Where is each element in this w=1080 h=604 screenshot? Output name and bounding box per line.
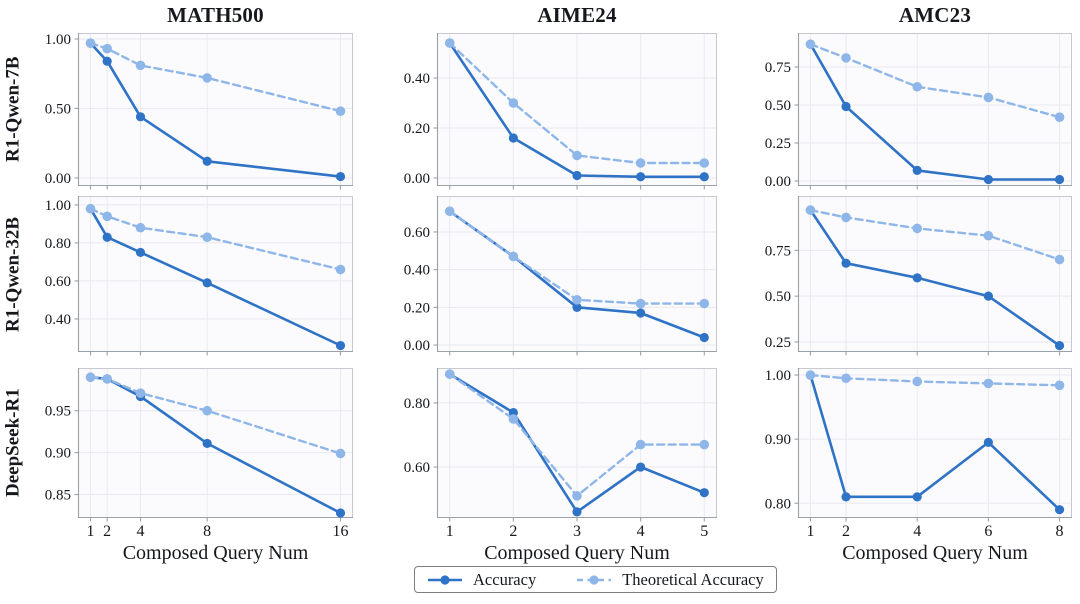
svg-text:0.40: 0.40 (404, 263, 430, 279)
svg-text:2: 2 (842, 523, 850, 540)
chart-deepseek-r1-amc23: 1 2 4 6 8 0.80 0.90 1.00 (765, 368, 1072, 540)
svg-text:0.40: 0.40 (404, 71, 430, 87)
svg-text:0.80: 0.80 (765, 496, 791, 512)
legend-item-theoretical-accuracy: Theoretical Accuracy (576, 570, 764, 590)
svg-text:0.20: 0.20 (404, 121, 430, 137)
x-axis-label-col3: Composed Query Num (842, 542, 1028, 564)
svg-text:4: 4 (637, 523, 645, 540)
column-title-amc23: AMC23 (898, 3, 972, 27)
svg-text:0.00: 0.00 (404, 171, 430, 187)
svg-text:16: 16 (333, 523, 349, 540)
svg-text:0.80: 0.80 (45, 236, 71, 252)
svg-text:0.20: 0.20 (404, 300, 430, 316)
svg-text:0.00: 0.00 (45, 171, 71, 187)
svg-text:4: 4 (913, 523, 921, 540)
svg-text:0.60: 0.60 (404, 460, 430, 476)
svg-text:8: 8 (1056, 523, 1064, 540)
svg-text:0.00: 0.00 (765, 174, 791, 190)
svg-text:0.85: 0.85 (45, 488, 71, 504)
row-label-r1-qwen-7b: R1-Qwen-7B (2, 56, 24, 163)
chart-r1-qwen-32b-aime24: 0.00 0.20 0.40 0.60 (404, 196, 717, 356)
svg-text:0.60: 0.60 (404, 225, 430, 241)
svg-text:0.40: 0.40 (45, 312, 71, 328)
chart-r1-qwen-32b-math500: 0.40 0.60 0.80 1.00 (45, 196, 353, 356)
svg-text:0.75: 0.75 (765, 60, 791, 76)
svg-text:0.90: 0.90 (765, 432, 791, 448)
svg-text:4: 4 (137, 523, 145, 540)
column-title-math500: MATH500 (167, 3, 264, 27)
chart-r1-qwen-7b-amc23: 0.00 0.25 0.50 0.75 (765, 33, 1072, 190)
chart-r1-qwen-7b-math500: 0.00 0.50 1.00 (45, 32, 353, 190)
chart-deepseek-r1-aime24: 1 2 3 4 5 0.60 0.80 (404, 368, 717, 540)
svg-text:1.00: 1.00 (765, 368, 791, 384)
legend-item-accuracy: Accuracy (427, 570, 536, 590)
row-label-deepseek-r1: DeepSeek-R1 (2, 388, 24, 498)
accuracy-line-icon (427, 573, 463, 587)
x-axis-label-col2: Composed Query Num (484, 542, 670, 564)
svg-text:5: 5 (700, 523, 708, 540)
svg-text:0.60: 0.60 (45, 274, 71, 290)
svg-text:0.50: 0.50 (765, 98, 791, 114)
svg-text:0.50: 0.50 (765, 289, 791, 305)
legend: Accuracy Theoretical Accuracy (414, 566, 777, 593)
chart-r1-qwen-7b-aime24: 0.00 0.20 0.40 (404, 33, 717, 190)
svg-text:0.75: 0.75 (765, 243, 791, 259)
svg-text:0.25: 0.25 (765, 335, 791, 351)
chart-r1-qwen-32b-amc23: 0.25 0.50 0.75 (765, 196, 1072, 356)
svg-text:3: 3 (573, 523, 581, 540)
svg-text:2: 2 (103, 523, 111, 540)
svg-text:1: 1 (87, 523, 95, 540)
svg-text:0.90: 0.90 (45, 446, 71, 462)
svg-text:0.50: 0.50 (45, 101, 71, 117)
legend-theoretical-accuracy-label: Theoretical Accuracy (622, 569, 764, 589)
theoretical-accuracy-line-icon (576, 573, 612, 587)
svg-text:1.00: 1.00 (45, 198, 71, 214)
legend-accuracy-label: Accuracy (473, 569, 537, 589)
svg-text:0.95: 0.95 (45, 404, 71, 420)
svg-text:0.25: 0.25 (765, 136, 791, 152)
svg-text:1.00: 1.00 (45, 32, 71, 48)
svg-text:1: 1 (446, 523, 454, 540)
svg-text:0.80: 0.80 (404, 396, 430, 412)
row-label-r1-qwen-32b: R1-Qwen-32B (2, 216, 24, 332)
svg-text:2: 2 (509, 523, 517, 540)
svg-text:8: 8 (203, 523, 211, 540)
x-axis-label-col1: Composed Query Num (122, 542, 309, 564)
svg-text:0.00: 0.00 (404, 338, 430, 354)
svg-text:6: 6 (984, 523, 992, 540)
svg-text:1: 1 (806, 523, 814, 540)
column-title-aime24: AIME24 (537, 3, 617, 27)
chart-deepseek-r1-math500: 1 2 4 8 16 0.85 0.90 0.95 (45, 368, 353, 540)
